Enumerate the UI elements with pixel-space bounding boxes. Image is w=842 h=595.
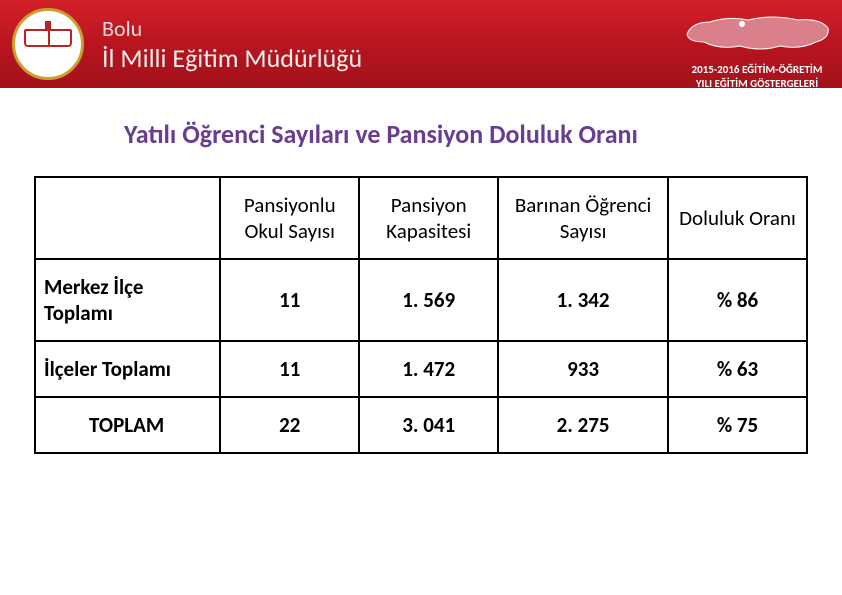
table-row: TOPLAM223. 0412. 275% 75: [35, 397, 807, 453]
col-header-capacity: Pansiyon Kapasitesi: [359, 177, 498, 259]
col-header-school-count: Pansiyonlu Okul Sayısı: [220, 177, 359, 259]
cell-value: % 63: [668, 341, 807, 397]
province-name: Bolu: [102, 15, 362, 42]
boarding-table: Pansiyonlu Okul Sayısı Pansiyon Kapasite…: [34, 176, 808, 454]
turkey-map-icon: [682, 8, 832, 56]
cell-value: 1. 472: [359, 341, 498, 397]
cell-value: 933: [498, 341, 668, 397]
col-header-blank: [35, 177, 220, 259]
table-header-row: Pansiyonlu Okul Sayısı Pansiyon Kapasite…: [35, 177, 807, 259]
cell-value: 11: [220, 341, 359, 397]
page-title: Yatılı Öğrenci Sayıları ve Pansiyon Dolu…: [34, 118, 808, 150]
cell-value: 1. 342: [498, 259, 668, 341]
cell-value: % 75: [668, 397, 807, 453]
header-banner: Bolu İl Milli Eğitim Müdürlüğü 2015-2016…: [0, 0, 842, 88]
meb-logo: [12, 8, 84, 80]
col-header-occupancy: Doluluk Oranı: [668, 177, 807, 259]
year-indicator: 2015-2016 EĞİTİM-ÖĞRETİM YILI EĞİTİM GÖS…: [682, 63, 832, 91]
cell-value: 1. 569: [359, 259, 498, 341]
table-row: Merkez İlçe Toplamı111. 5691. 342% 86: [35, 259, 807, 341]
col-header-student-count: Barınan Öğrenci Sayısı: [498, 177, 668, 259]
cell-value: 3. 041: [359, 397, 498, 453]
table-body: Merkez İlçe Toplamı111. 5691. 342% 86İlç…: [35, 259, 807, 453]
row-label: İlçeler Toplamı: [35, 341, 220, 397]
header-text: Bolu İl Milli Eğitim Müdürlüğü: [102, 15, 362, 74]
header-right: 2015-2016 EĞİTİM-ÖĞRETİM YILI EĞİTİM GÖS…: [682, 8, 832, 91]
content-area: Yatılı Öğrenci Sayıları ve Pansiyon Dolu…: [0, 88, 842, 454]
year-line-1: 2015-2016 EĞİTİM-ÖĞRETİM: [682, 63, 832, 77]
cell-value: 22: [220, 397, 359, 453]
table-row: İlçeler Toplamı111. 472933% 63: [35, 341, 807, 397]
year-line-2: YILI EĞİTİM GÖSTERGELERİ: [682, 77, 832, 91]
cell-value: 11: [220, 259, 359, 341]
row-label: TOPLAM: [35, 397, 220, 453]
cell-value: 2. 275: [498, 397, 668, 453]
cell-value: % 86: [668, 259, 807, 341]
row-label: Merkez İlçe Toplamı: [35, 259, 220, 341]
organization-name: İl Milli Eğitim Müdürlüğü: [102, 42, 362, 74]
